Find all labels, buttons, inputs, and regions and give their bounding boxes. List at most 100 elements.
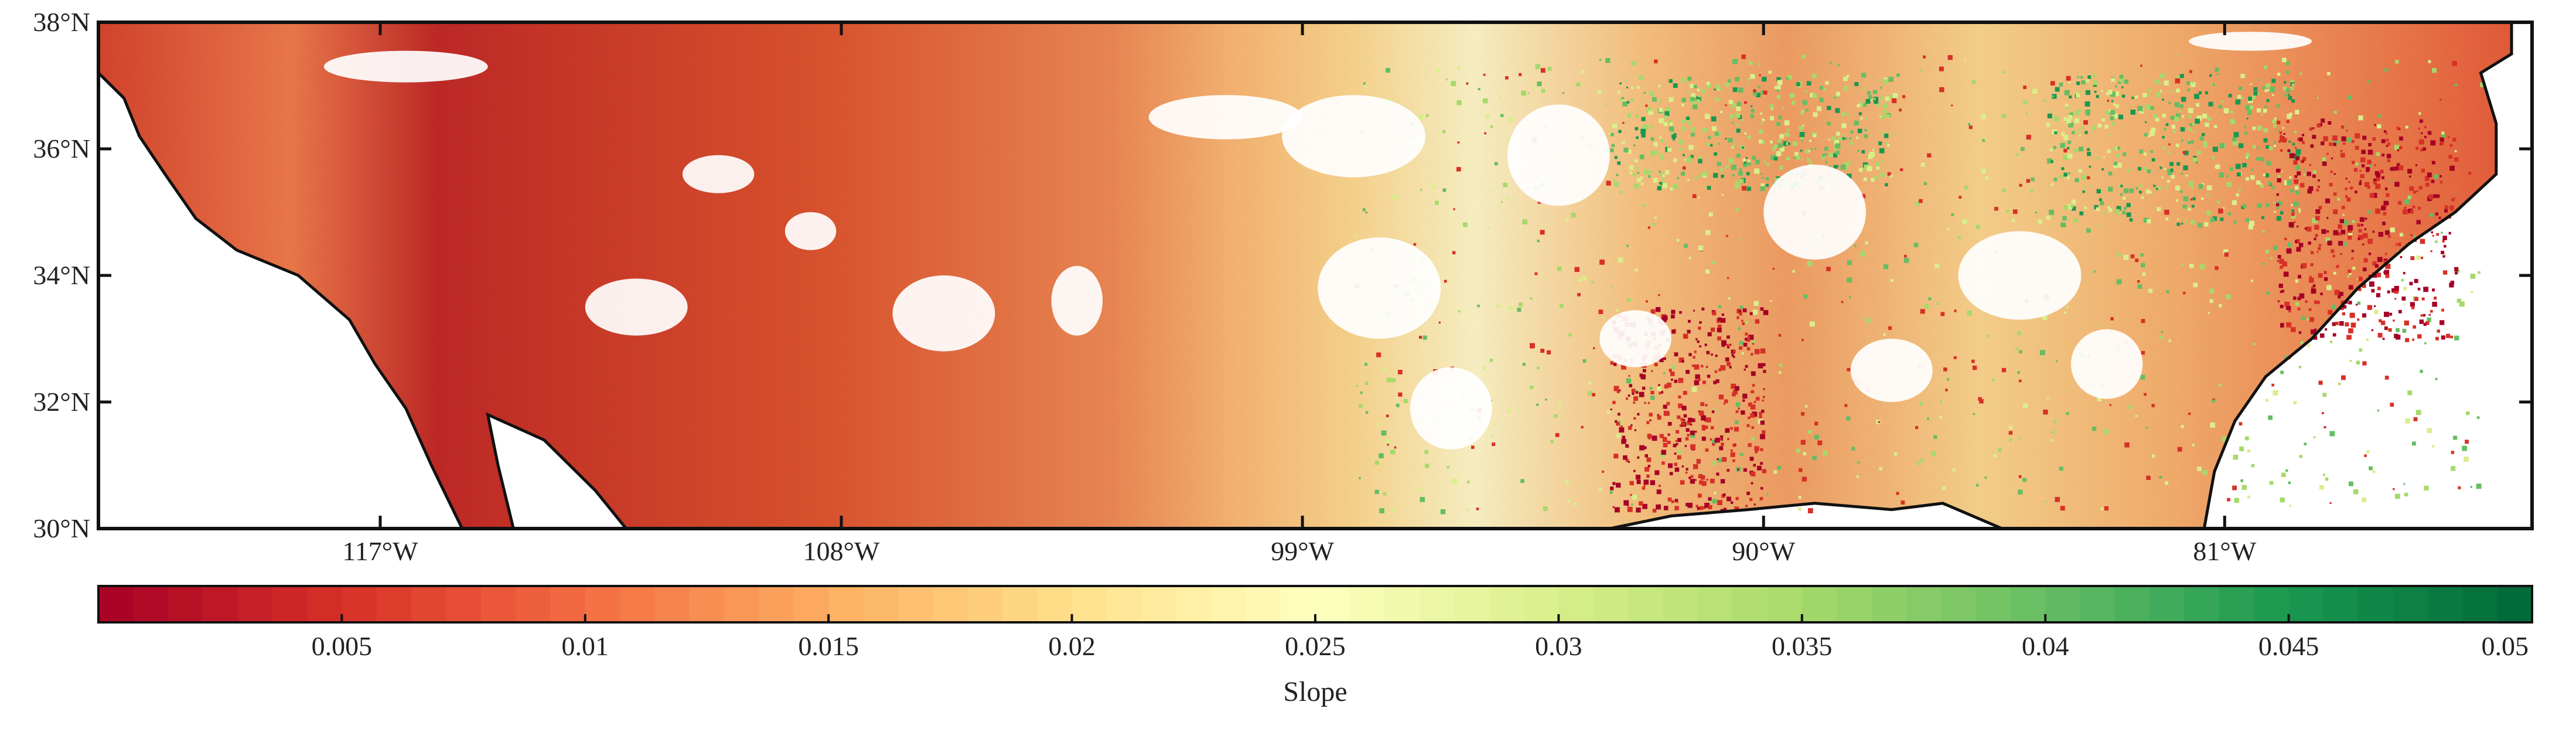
slope-pixel <box>2093 73 2097 77</box>
slope-pixel <box>2269 481 2274 485</box>
slope-pixel <box>2191 82 2196 87</box>
slope-pixel <box>2400 256 2403 258</box>
slope-pixel <box>1633 396 1639 401</box>
slope-pixel <box>2075 110 2080 115</box>
slope-pixel <box>2149 131 2155 137</box>
slope-pixel <box>2322 161 2327 166</box>
slope-pixel <box>2050 160 2053 163</box>
slope-pixel <box>1649 387 1653 390</box>
slope-pixel <box>1641 182 1644 186</box>
slope-pixel <box>2355 162 2359 166</box>
slope-pixel <box>1843 76 1848 81</box>
slope-pixel <box>2280 211 2284 215</box>
slope-pixel <box>2327 240 2332 246</box>
slope-pixel <box>1748 185 1750 188</box>
slope-pixel <box>1739 305 1744 309</box>
slope-pixel <box>2420 239 2425 244</box>
colorbar-tick-label: 0.03 <box>1535 631 1582 661</box>
slope-pixel <box>2244 126 2246 128</box>
slope-pixel <box>2362 135 2367 140</box>
slope-pixel <box>1743 468 1747 472</box>
slope-pixel <box>1721 343 1725 347</box>
slope-pixel <box>2240 73 2245 79</box>
slope-pixel <box>1635 396 1637 398</box>
slope-pixel <box>2020 147 2025 151</box>
slope-pixel <box>2394 493 2400 499</box>
slope-pixel <box>1800 136 1804 139</box>
slope-pixel <box>1736 101 1741 106</box>
slope-pixel <box>2420 314 2423 317</box>
slope-pixel <box>2348 235 2352 240</box>
slope-pixel <box>1695 374 1700 380</box>
slope-pixel <box>2301 263 2307 268</box>
slope-pixel <box>1776 88 1780 92</box>
slope-pixel <box>1631 61 1636 66</box>
slope-pixel <box>2369 193 2374 198</box>
slope-pixel <box>2176 162 2181 166</box>
slope-pixel <box>2169 162 2174 166</box>
slope-pixel <box>1992 379 1995 382</box>
slope-pixel <box>1807 158 1810 161</box>
slope-pixel <box>1666 107 1671 113</box>
slope-pixel <box>2359 180 2362 182</box>
slope-pixel <box>2331 305 2336 309</box>
colorbar-swatch <box>933 586 968 622</box>
slope-pixel <box>1662 174 1666 178</box>
slope-pixel <box>2320 292 2323 295</box>
slope-pixel <box>2071 199 2076 205</box>
slope-pixel <box>1670 314 1675 319</box>
colorbar-ticks: 0.005 0.01 0.015 0.02 0.025 0.03 0.035 0.04 0.04… <box>312 614 2533 661</box>
slope-pixel <box>1719 88 1722 91</box>
slope-pixel <box>2081 80 2086 85</box>
slope-pixel <box>2139 149 2144 154</box>
slope-pixel <box>1632 392 1635 395</box>
slope-pixel <box>2377 287 2381 291</box>
slope-pixel <box>1648 110 1651 113</box>
slope-pixel <box>2256 147 2259 149</box>
slope-pixel <box>2223 108 2229 114</box>
slope-pixel <box>2253 87 2258 91</box>
slope-pixel <box>1530 385 1534 390</box>
slope-pixel <box>1643 479 1649 485</box>
slope-pixel <box>2377 257 2383 263</box>
colorbar-swatch <box>724 586 760 622</box>
slope-pixel <box>1527 92 1530 94</box>
slope-pixel <box>1746 82 1748 85</box>
slope-pixel <box>2355 145 2359 150</box>
slope-pixel <box>2378 231 2384 237</box>
slope-pixel <box>1673 83 1678 88</box>
slope-pixel <box>1644 466 1650 472</box>
slope-pixel <box>1776 151 1782 156</box>
slope-pixel <box>2301 316 2305 320</box>
slope-pixel <box>1392 372 1395 374</box>
slope-pixel <box>2383 200 2389 206</box>
slope-pixel <box>1490 435 1494 438</box>
slope-pixel <box>1802 476 1807 482</box>
slope-pixel <box>1851 447 1855 451</box>
slope-pixel <box>2051 430 2055 434</box>
slope-pixel <box>1735 113 1741 118</box>
slope-pixel <box>1806 81 1811 86</box>
slope-pixel <box>1694 176 1698 180</box>
slope-pixel <box>1687 329 1691 333</box>
slope-pixel <box>2187 88 2191 91</box>
slope-pixel <box>1939 416 1942 419</box>
slope-pixel <box>2346 197 2351 202</box>
slope-pixel <box>2383 130 2387 133</box>
slope-pixel <box>2031 177 2035 182</box>
slope-pixel <box>2069 111 2071 114</box>
slope-pixel <box>1639 391 1644 397</box>
slope-pixel <box>2157 207 2161 212</box>
slope-pixel <box>2230 119 2236 124</box>
slope-pixel <box>2246 153 2250 157</box>
slope-pixel <box>1742 393 1748 399</box>
colorbar-swatch <box>1732 586 1768 622</box>
slope-pixel <box>2456 298 2462 304</box>
slope-pixel <box>2117 147 2121 150</box>
slope-pixel <box>2329 182 2333 186</box>
slope-pixel <box>1718 368 1722 372</box>
slope-pixel <box>2072 131 2075 134</box>
slope-pixel <box>1688 319 1691 323</box>
slope-pixel <box>2047 158 2053 164</box>
